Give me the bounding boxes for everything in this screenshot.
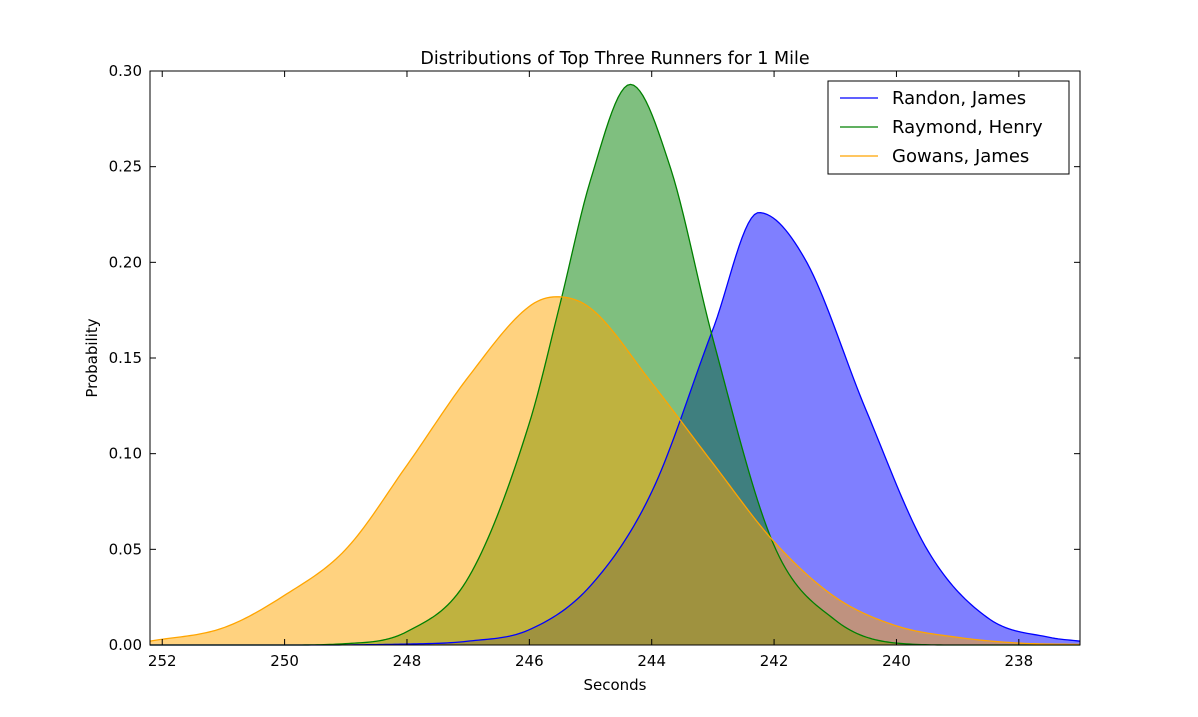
x-axis-label: Seconds (583, 676, 646, 694)
legend-label: Randon, James (892, 88, 1026, 109)
chart-title: Distributions of Top Three Runners for 1… (420, 49, 809, 69)
series-fill-0 (150, 212, 1080, 645)
series-fill-2 (150, 296, 1080, 645)
x-tick-label: 244 (637, 652, 666, 670)
legend: Randon, James Raymond, Henry Gowans, James (827, 80, 1070, 175)
y-tick-label: 0.00 (109, 636, 142, 654)
legend-label: Gowans, James (892, 146, 1029, 167)
x-tick-label: 246 (515, 652, 544, 670)
y-axis-label: Probability (83, 318, 101, 397)
y-tick-label: 0.20 (109, 253, 142, 271)
y-tick-label: 0.30 (109, 62, 142, 80)
y-tick-label: 0.15 (109, 349, 142, 367)
x-tick-label: 248 (393, 652, 422, 670)
series-line-2 (149, 296, 1081, 646)
x-tick-label: 240 (882, 652, 911, 670)
x-tick-label: 238 (1004, 652, 1033, 670)
x-axis-ticks: 252 250 248 246 244 242 240 238 (148, 71, 1033, 670)
x-tick-label: 252 (148, 652, 177, 670)
series-fills (150, 84, 1080, 645)
legend-label: Raymond, Henry (892, 117, 1043, 138)
x-tick-label: 250 (270, 652, 299, 670)
y-axis-ticks: 0.00 0.05 0.10 0.15 0.20 0.25 0.30 (109, 62, 1080, 654)
y-tick-label: 0.05 (109, 540, 142, 558)
y-tick-label: 0.10 (109, 445, 142, 463)
x-tick-label: 242 (760, 652, 789, 670)
y-tick-label: 0.25 (109, 158, 142, 176)
